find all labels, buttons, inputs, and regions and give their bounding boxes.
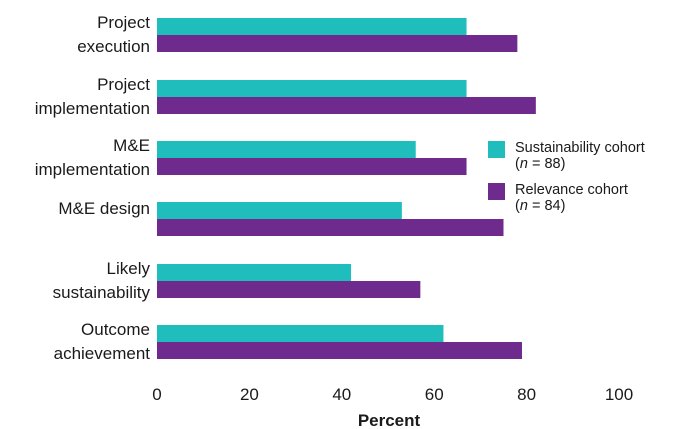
x-tick-label-20: 20 xyxy=(240,385,259,404)
legend-n-relevance: (n = 84) xyxy=(515,198,565,214)
bar-sustainability-5 xyxy=(157,325,444,342)
bar-sustainability-2 xyxy=(157,141,416,158)
category-label-4: Likely sustainability xyxy=(53,259,151,302)
x-axis-ticks: 0 20 40 60 80 100 xyxy=(152,385,633,404)
legend: Sustainability cohort(n = 88)Relevance c… xyxy=(488,140,645,214)
bar-sustainability-0 xyxy=(157,18,467,35)
category-label-5: Outcome achievement xyxy=(54,320,151,363)
bar-relevance-4 xyxy=(157,281,421,298)
x-tick-label-100: 100 xyxy=(605,385,633,404)
category-label-line: Outcome xyxy=(81,320,150,339)
category-label-line: achievement xyxy=(54,344,151,363)
bar-relevance-0 xyxy=(157,35,518,52)
category-label-line: M&E design xyxy=(58,199,150,218)
bar-relevance-3 xyxy=(157,219,504,236)
legend-label-relevance: Relevance cohort xyxy=(515,182,628,198)
x-tick-label-0: 0 xyxy=(152,385,161,404)
category-label-line: Project xyxy=(97,75,150,94)
category-label-line: Likely xyxy=(107,259,151,278)
category-label-line: M&E xyxy=(113,136,150,155)
x-tick-label-80: 80 xyxy=(517,385,536,404)
bar-sustainability-4 xyxy=(157,264,352,281)
bar-sustainability-3 xyxy=(157,202,402,219)
bar-relevance-2 xyxy=(157,158,467,175)
category-label-line: implementation xyxy=(35,160,150,179)
legend-n-sustainability: (n = 88) xyxy=(515,156,565,172)
category-label-line: execution xyxy=(77,37,150,56)
category-label-line: sustainability xyxy=(53,283,151,302)
bars-layer xyxy=(157,18,536,359)
category-label-3: M&E design xyxy=(58,199,150,218)
legend-n-part: n xyxy=(520,198,528,214)
category-label-1: Project implementation xyxy=(35,75,151,118)
category-label-2: M&E implementation xyxy=(35,136,150,179)
category-label-line: Project xyxy=(97,13,150,32)
bar-sustainability-1 xyxy=(157,80,467,97)
x-tick-label-40: 40 xyxy=(332,385,351,404)
legend-n-part: ( xyxy=(515,198,520,214)
x-tick-label-60: 60 xyxy=(425,385,444,404)
bar-relevance-1 xyxy=(157,97,536,114)
legend-label-sustainability: Sustainability cohort xyxy=(515,140,645,156)
legend-swatch-relevance xyxy=(488,183,505,200)
category-label-0: Project execution xyxy=(77,13,150,56)
legend-n-part: = 84) xyxy=(528,198,565,214)
legend-n-part: ( xyxy=(515,156,520,172)
legend-n-part: n xyxy=(520,156,528,172)
legend-n-part: = 88) xyxy=(528,156,565,172)
x-axis-title: Percent xyxy=(358,411,421,429)
category-label-line: implementation xyxy=(35,99,150,118)
bar-relevance-5 xyxy=(157,342,522,359)
legend-swatch-sustainability xyxy=(488,141,505,158)
